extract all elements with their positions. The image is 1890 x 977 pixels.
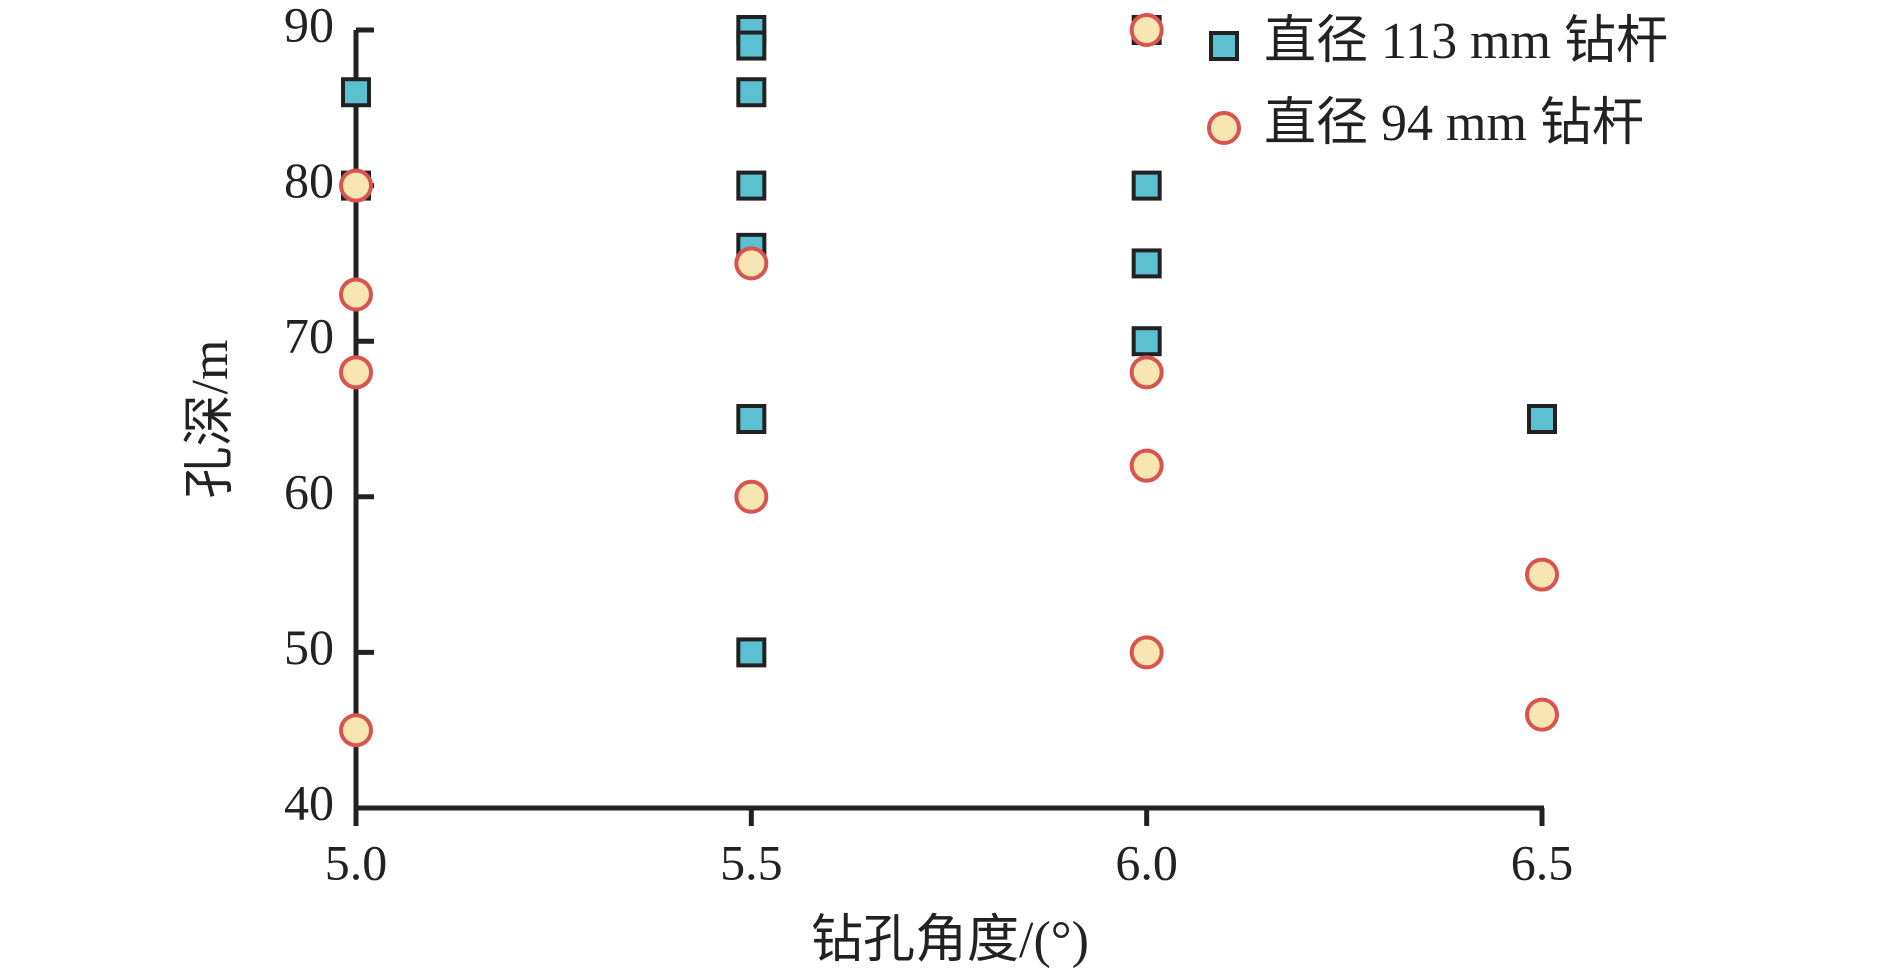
point [1131,326,1162,357]
legend-label: 直径 113 mm 钻杆 [1264,13,1668,70]
point [1525,557,1559,592]
point [734,479,769,514]
y-tick-label: 60 [284,463,334,519]
point [1129,13,1164,47]
point [1129,355,1164,390]
point [339,168,373,203]
point [736,30,767,61]
point [1129,635,1164,670]
point [339,355,373,390]
point [734,246,769,281]
y-tick-label: 40 [284,774,334,830]
x-tick-label: 6.0 [1115,834,1178,890]
x-tick-label: 6.5 [1511,834,1574,890]
point [736,637,767,668]
point [1131,248,1162,279]
x-tick-label: 5.5 [720,834,783,890]
point [1131,170,1162,201]
y-axis-label: 孔深/m [182,340,239,499]
point [1129,448,1164,483]
point [736,170,767,201]
point [339,713,373,748]
point [339,277,373,312]
legend-marker [1207,111,1241,145]
y-tick-label: 70 [284,308,334,364]
point [341,77,371,108]
point [736,77,767,108]
point [736,404,767,434]
legend-marker [1209,31,1239,61]
point [1525,697,1559,732]
point [1527,404,1557,434]
y-tick-label: 90 [284,0,334,52]
x-tick-label: 5.0 [325,834,388,890]
y-tick-label: 80 [284,152,334,208]
x-axis-label: 钻孔角度/(°) [811,912,1089,969]
y-tick-label: 50 [284,619,334,675]
legend-label: 直径 94 mm 钻杆 [1264,95,1644,152]
